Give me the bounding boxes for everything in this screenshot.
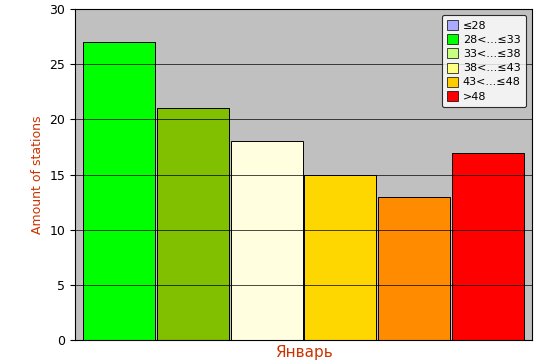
- Y-axis label: Amount of stations: Amount of stations: [31, 115, 44, 234]
- Bar: [451, 153, 524, 340]
- Bar: [230, 142, 303, 340]
- Bar: [157, 108, 229, 340]
- Bar: [304, 175, 376, 340]
- Legend: ≤28, 28<...≤33, 33<...≤38, 38<...≤43, 43<...≤48, >48: ≤28, 28<...≤33, 33<...≤38, 38<...≤43, 43…: [442, 15, 526, 107]
- Bar: [83, 42, 155, 340]
- Bar: [378, 197, 450, 340]
